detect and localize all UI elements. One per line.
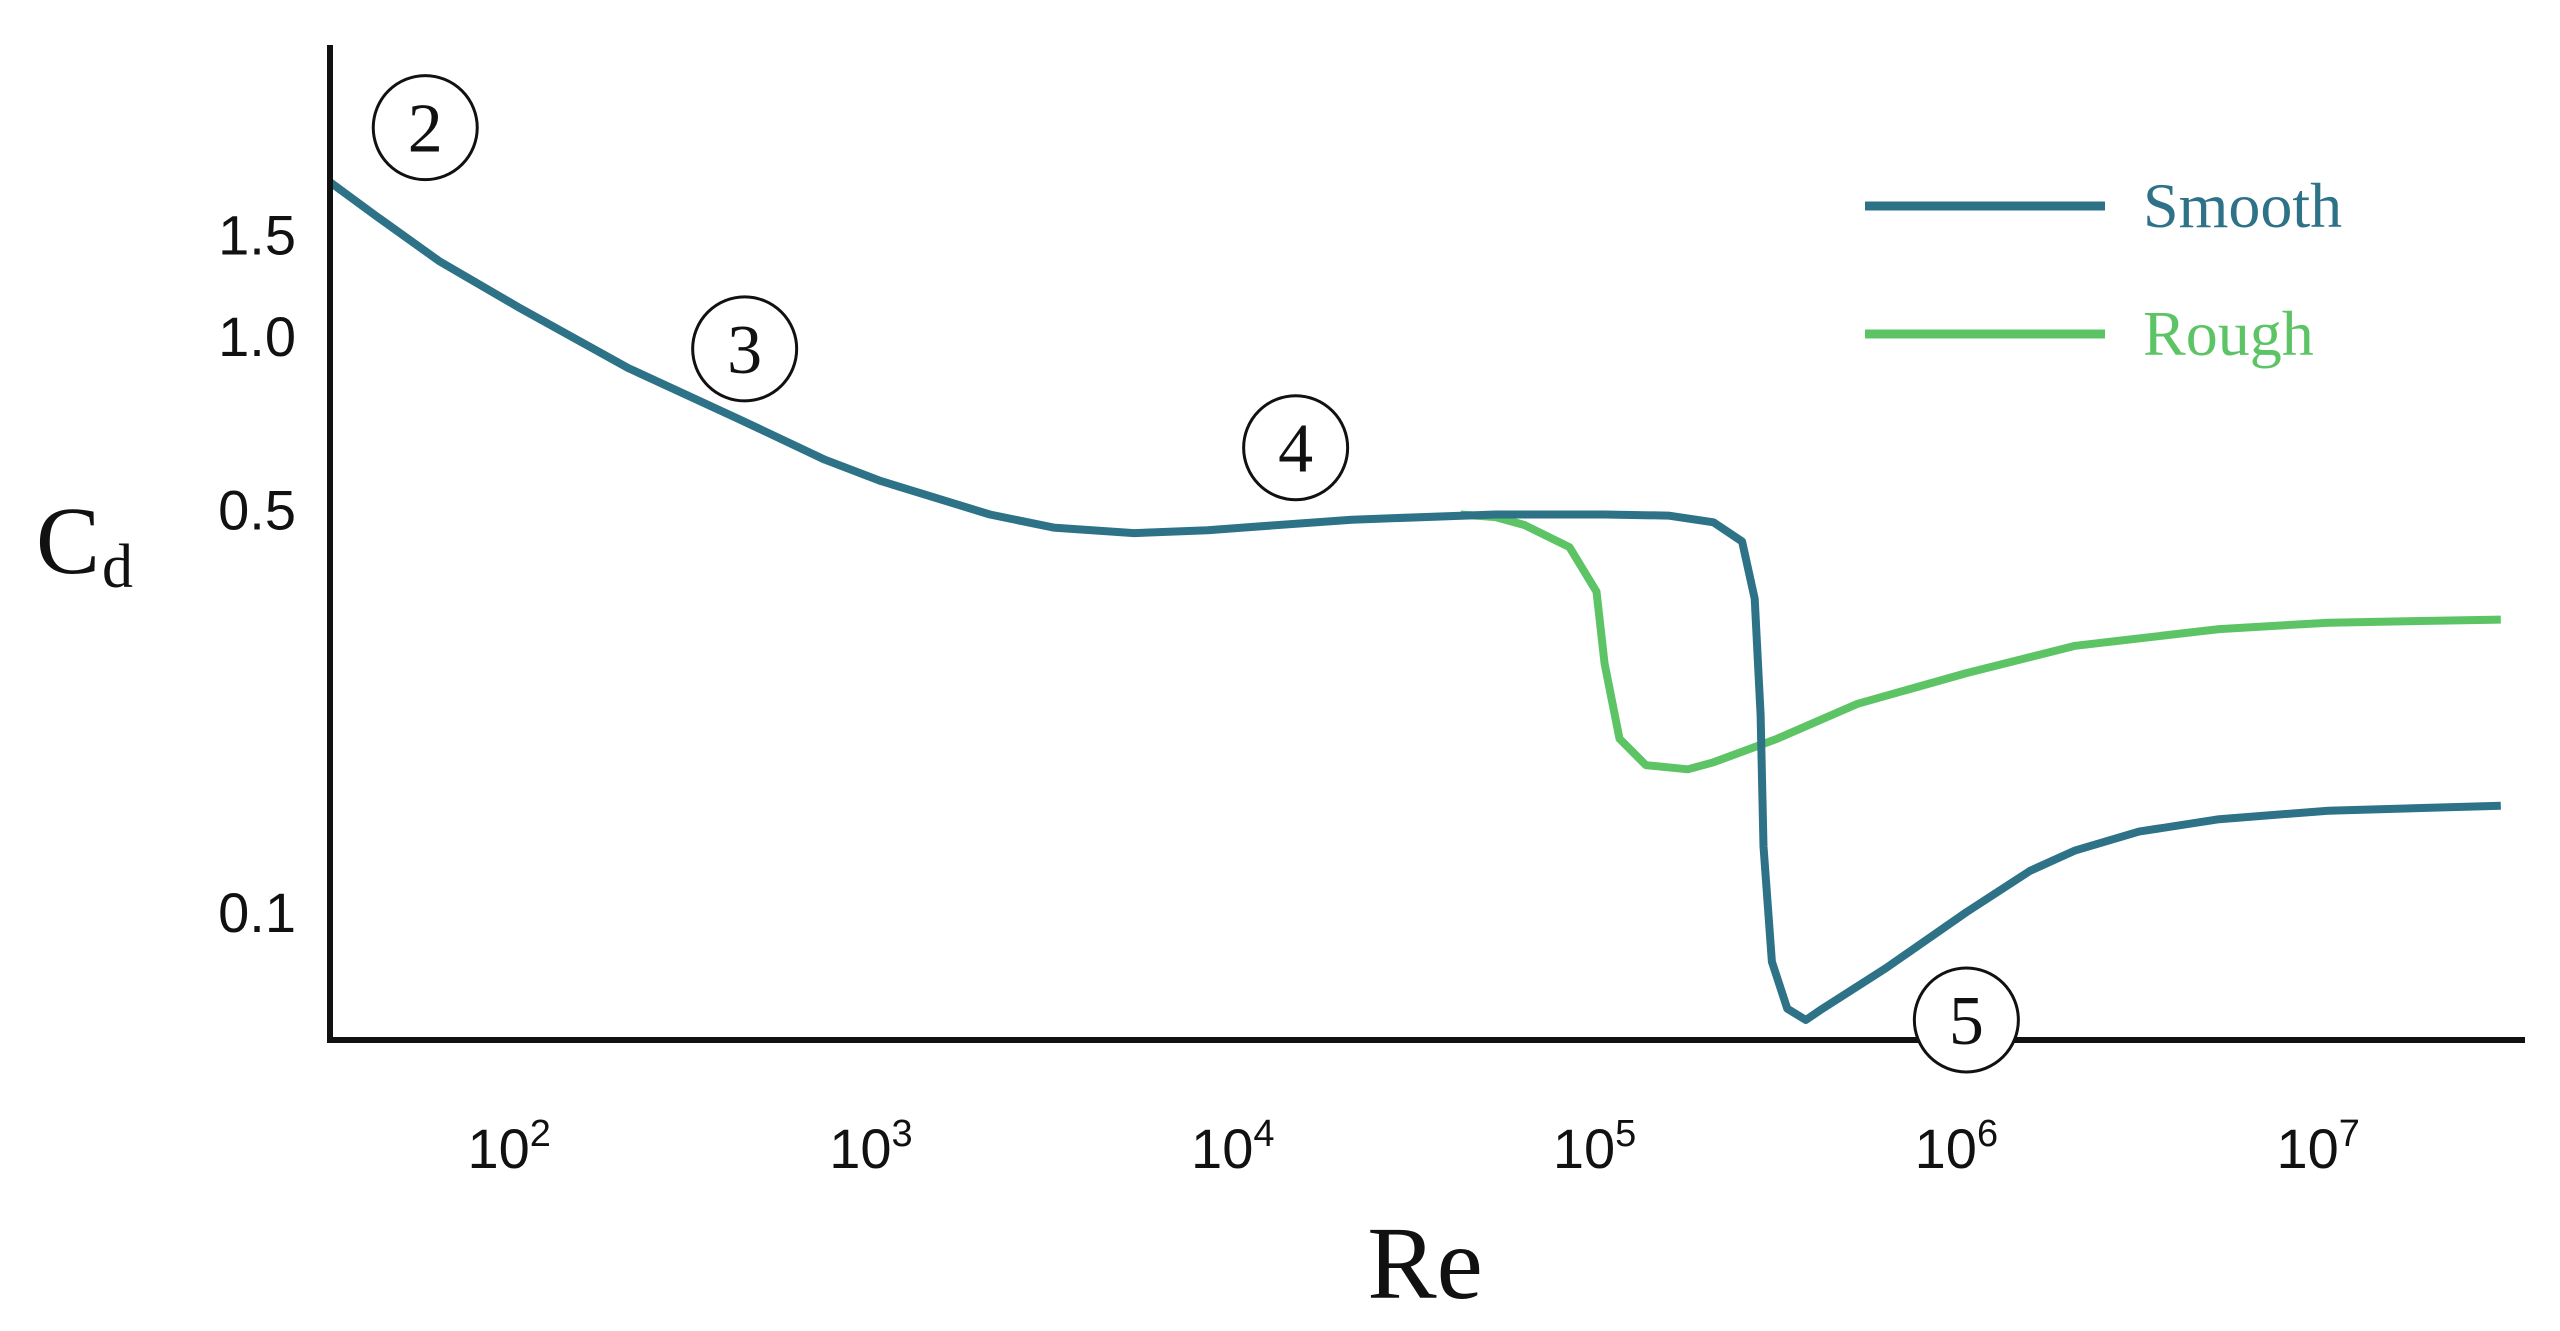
x-tick-label: 105 [1553, 1113, 1636, 1180]
y-tick-label: 1.5 [218, 204, 296, 267]
x-tick-exponent: 2 [530, 1113, 551, 1155]
x-tick-exponent: 5 [1615, 1113, 1636, 1155]
x-tick-label: 107 [2276, 1113, 2359, 1180]
x-tick-exponent: 3 [892, 1113, 913, 1155]
region-marker: 2 [371, 74, 479, 182]
x-tick-label: 103 [829, 1113, 912, 1180]
x-tick-base: 10 [467, 1117, 529, 1180]
region-marker-circle [1912, 966, 2020, 1074]
x-tick-base: 10 [829, 1117, 891, 1180]
region-marker-circle [371, 74, 479, 182]
x-tick-labels: 102 103 104 105 106 107 [467, 1113, 2359, 1180]
x-tick-label: 106 [1915, 1113, 1998, 1180]
y-axis-label-main: C [36, 487, 100, 594]
region-marker-circle [691, 295, 799, 403]
x-tick-exponent: 4 [1253, 1113, 1274, 1155]
x-tick-base: 10 [2276, 1117, 2338, 1180]
series-line-rough [1460, 510, 2501, 774]
x-tick-label: 104 [1191, 1113, 1274, 1180]
region-annotations: 2 3 4 5 [371, 74, 2020, 1074]
y-axis-label-sub: d [102, 533, 133, 601]
x-tick-label: 102 [467, 1113, 550, 1180]
x-axis-label: Re [1367, 1206, 1483, 1321]
region-marker: 5 [1912, 966, 2020, 1074]
x-tick-base: 10 [1553, 1117, 1615, 1180]
y-tick-label: 1.0 [218, 305, 296, 368]
legend: Smooth Rough [1865, 170, 2342, 369]
series-line-smooth [327, 178, 2501, 1024]
region-marker: 3 [691, 295, 799, 403]
y-tick-label: 0.5 [218, 478, 296, 541]
x-tick-base: 10 [1191, 1117, 1253, 1180]
region-marker-circle [1242, 394, 1350, 502]
x-tick-base: 10 [1915, 1117, 1977, 1180]
plot-area [327, 178, 2501, 1024]
y-tick-label: 0.1 [218, 881, 296, 944]
y-tick-labels: 1.5 1.0 0.5 0.1 [218, 204, 296, 945]
region-marker: 4 [1242, 394, 1350, 502]
region-marker-label: 3 [727, 312, 762, 389]
y-axis-label: Cd [36, 487, 133, 601]
x-tick-exponent: 7 [2339, 1113, 2360, 1155]
legend-label-smooth: Smooth [2143, 170, 2342, 241]
region-marker-label: 5 [1949, 983, 1984, 1060]
legend-label-rough: Rough [2143, 298, 2314, 369]
region-marker-label: 4 [1278, 411, 1313, 488]
region-marker-label: 2 [408, 91, 443, 168]
x-tick-exponent: 6 [1977, 1113, 1998, 1155]
